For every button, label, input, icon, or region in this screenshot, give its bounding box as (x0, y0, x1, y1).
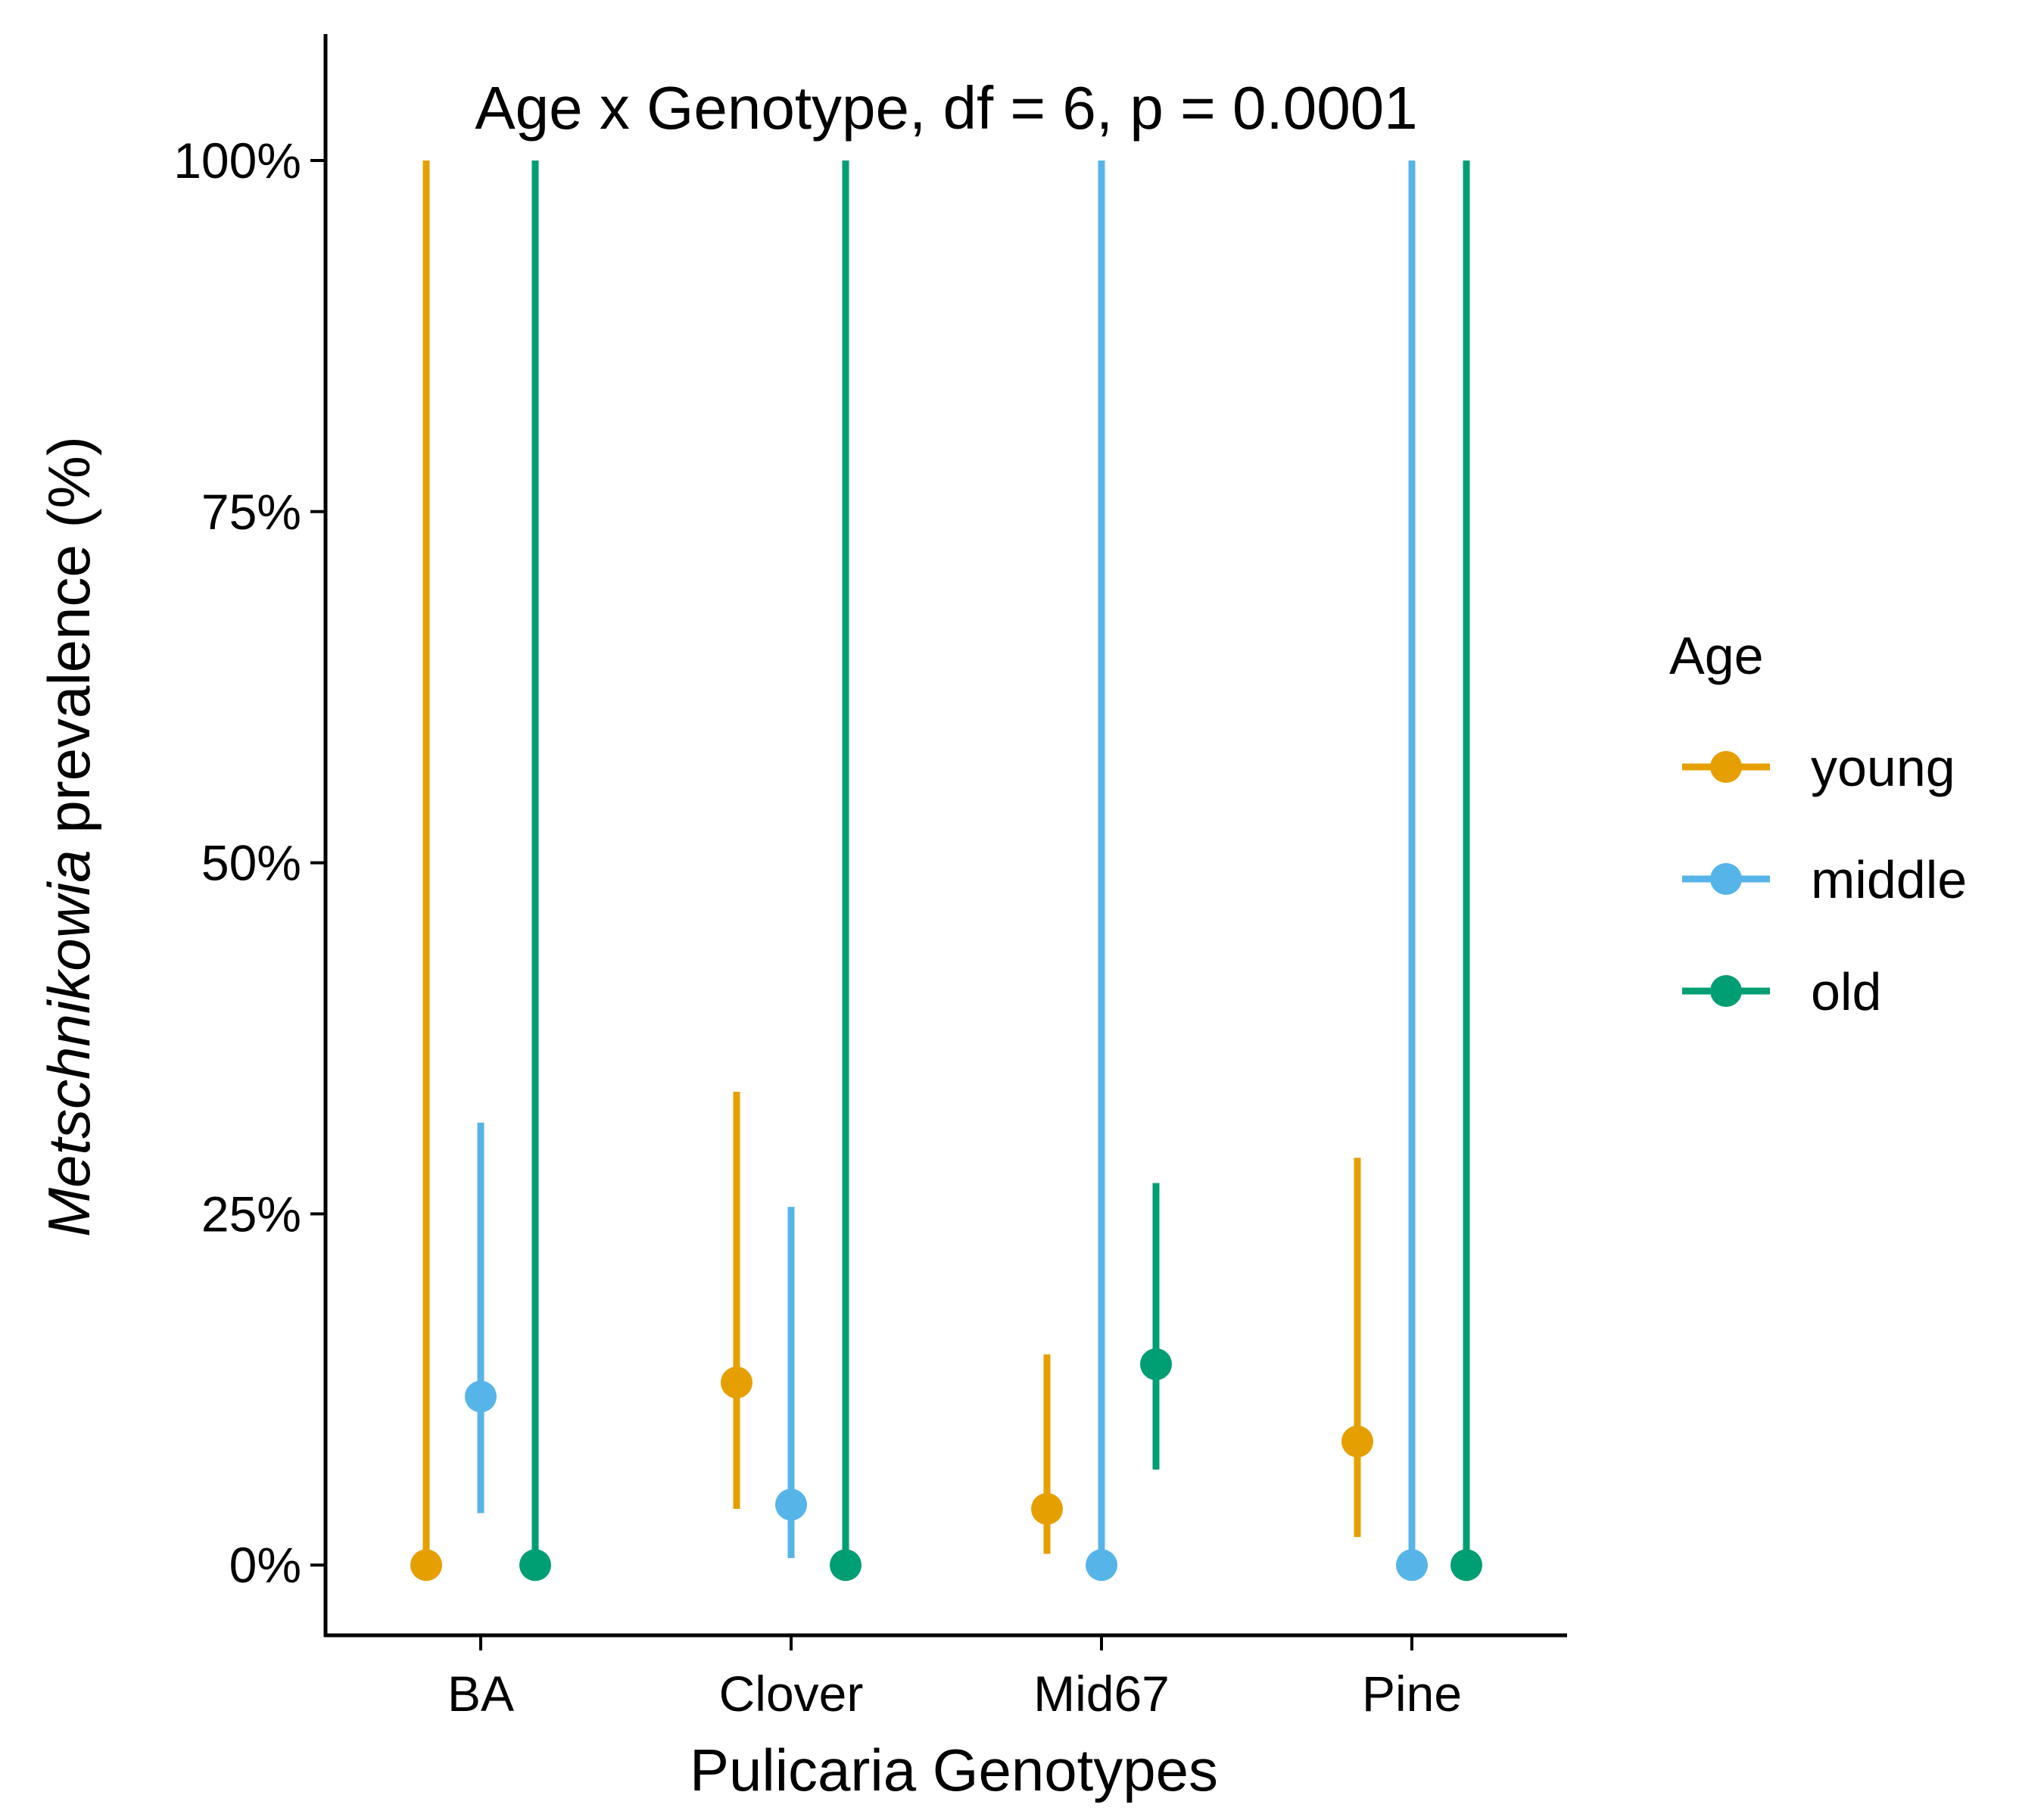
point-old (1450, 1549, 1482, 1582)
y-tick-label: 0% (229, 1537, 301, 1593)
y-tick-label: 50% (201, 835, 301, 891)
x-tick-label: Clover (719, 1666, 864, 1722)
axes: 0% 25% 50% 75% 100% BA Clover Mid67 Pine (173, 34, 1567, 1722)
y-axis-title: Metschnikowia prevalence (%) (36, 436, 102, 1237)
legend-label-middle: middle (1811, 850, 1967, 909)
legend-title: Age (1669, 626, 1764, 685)
point-middle (1086, 1549, 1117, 1582)
legend-label-old: old (1811, 962, 1881, 1021)
y-axis-title-rest: prevalence (%) (36, 436, 102, 849)
point-young (410, 1549, 442, 1582)
point-middle (1396, 1549, 1428, 1582)
y-tick-label: 25% (201, 1186, 301, 1242)
y-tick-label: 75% (201, 484, 301, 540)
legend: Age young middle old (1669, 626, 1967, 1021)
y-tick-label: 100% (173, 132, 301, 189)
point-old (830, 1549, 862, 1582)
point-old (1140, 1348, 1172, 1380)
y-axis-title-italic: Metschnikowia (36, 849, 102, 1237)
x-tick-label: Mid67 (1033, 1666, 1170, 1722)
x-tick-label: BA (447, 1666, 514, 1722)
x-tick-label: Pine (1362, 1666, 1462, 1722)
chart-annotation: Age x Genotype, df = 6, p = 0.0001 (475, 74, 1417, 142)
legend-key-point-young (1710, 751, 1742, 783)
legend-key-point-old (1710, 975, 1742, 1007)
point-young (721, 1367, 752, 1399)
x-axis-title: Pulicaria Genotypes (690, 1737, 1218, 1803)
legend-key-point-middle (1710, 863, 1742, 895)
point-middle (465, 1380, 497, 1413)
plot-marks (410, 160, 1482, 1582)
legend-label-young: young (1811, 738, 1955, 797)
point-young (1341, 1425, 1373, 1457)
point-middle (775, 1488, 807, 1521)
point-old (519, 1549, 551, 1582)
point-young (1031, 1493, 1063, 1526)
